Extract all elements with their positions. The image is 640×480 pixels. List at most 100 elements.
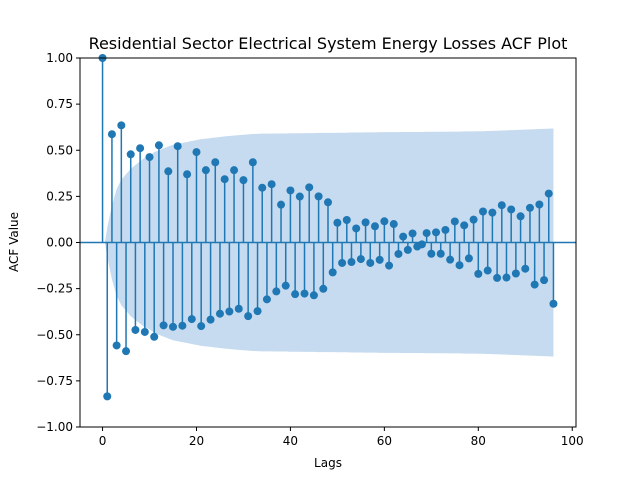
acf-marker <box>267 180 276 189</box>
acf-marker <box>441 225 450 234</box>
acf-marker <box>403 245 412 254</box>
acf-marker <box>483 266 492 275</box>
acf-marker <box>530 280 539 289</box>
acf-marker <box>535 200 544 209</box>
acf-marker <box>375 255 384 264</box>
acf-marker <box>140 327 149 336</box>
acf-marker <box>107 130 116 139</box>
acf-marker <box>389 220 398 229</box>
acf-marker <box>145 153 154 162</box>
acf-marker <box>117 121 126 130</box>
acf-marker <box>234 304 243 313</box>
acf-marker <box>215 309 224 318</box>
acf-marker <box>150 332 159 341</box>
acf-marker <box>361 218 370 227</box>
acf-marker <box>230 166 239 175</box>
y-tick-label: 0.25 <box>46 189 73 203</box>
acf-marker <box>521 264 530 273</box>
acf-marker <box>502 273 511 282</box>
acf-marker <box>220 175 229 184</box>
acf-marker <box>262 295 271 304</box>
acf-marker <box>305 183 314 192</box>
acf-marker <box>122 347 131 356</box>
acf-marker <box>192 148 201 157</box>
acf-marker <box>385 261 394 270</box>
acf-marker <box>272 287 281 296</box>
acf-marker <box>333 218 342 227</box>
acf-marker <box>370 222 379 231</box>
acf-marker <box>324 198 332 207</box>
x-axis-label: Lags <box>314 456 342 470</box>
y-tick-label: 0.75 <box>46 97 73 111</box>
acf-marker <box>136 144 145 153</box>
acf-marker <box>154 141 163 150</box>
acf-marker <box>356 255 365 264</box>
acf-marker <box>173 142 182 151</box>
plot-area <box>80 54 576 401</box>
acf-marker <box>248 158 257 167</box>
y-tick-label: −0.75 <box>36 374 73 388</box>
acf-marker <box>540 276 549 285</box>
acf-marker <box>164 167 173 176</box>
acf-marker <box>178 321 187 330</box>
acf-marker <box>474 269 483 278</box>
acf-marker <box>408 229 417 238</box>
acf-marker <box>342 215 351 224</box>
acf-marker <box>211 158 220 167</box>
acf-marker <box>432 228 441 237</box>
acf-marker <box>488 208 497 217</box>
acf-marker <box>206 315 215 324</box>
acf-marker <box>253 307 262 316</box>
acf-marker <box>511 269 520 278</box>
acf-marker <box>347 258 356 267</box>
y-tick-label: −0.25 <box>36 282 73 296</box>
acf-marker <box>380 217 389 226</box>
axes-layer: 0 20 40 60 80 100 −1.00 −0.75 −0.50 −0.25 0.00 0.25… <box>36 51 583 448</box>
acf-marker <box>525 203 534 212</box>
y-tick-label: 0.50 <box>46 143 73 157</box>
acf-marker <box>258 183 267 192</box>
acf-marker <box>277 200 286 209</box>
acf-marker <box>309 291 318 300</box>
acf-marker <box>187 315 196 324</box>
acf-marker <box>516 212 525 221</box>
chart-title: Residential Sector Electrical System Ene… <box>89 34 568 53</box>
acf-marker <box>131 325 140 334</box>
acf-marker <box>549 299 558 308</box>
y-tick-label: −1.00 <box>36 420 73 434</box>
x-tick-label: 60 <box>377 434 392 448</box>
x-tick-label: 100 <box>561 434 584 448</box>
acf-marker <box>169 322 177 331</box>
acf-marker <box>455 261 464 270</box>
acf-marker <box>464 254 473 263</box>
acf-marker <box>493 273 502 282</box>
acf-marker <box>446 255 455 264</box>
acf-marker <box>394 249 403 258</box>
acf-marker <box>417 240 426 249</box>
acf-marker <box>328 268 337 277</box>
acf-marker <box>244 312 253 321</box>
acf-marker <box>497 201 506 210</box>
acf-marker <box>544 189 553 198</box>
acf-marker <box>427 249 436 258</box>
x-tick-label: 80 <box>471 434 486 448</box>
acf-marker <box>103 392 112 401</box>
acf-marker <box>225 307 234 316</box>
acf-marker <box>469 215 478 224</box>
acf-marker <box>399 232 408 241</box>
acf-marker <box>366 258 375 267</box>
y-tick-label: −0.50 <box>36 328 73 342</box>
acf-marker <box>201 166 210 175</box>
acf-marker <box>300 289 309 298</box>
x-tick-label: 40 <box>283 434 298 448</box>
acf-marker <box>295 192 304 201</box>
acf-marker <box>286 186 295 195</box>
acf-marker <box>352 224 361 233</box>
y-tick-label: 0.00 <box>46 236 73 250</box>
acf-marker <box>460 221 469 230</box>
plot-content <box>80 58 576 397</box>
acf-marker <box>338 258 347 267</box>
acf-marker <box>314 192 323 201</box>
x-tick-label: 20 <box>189 434 204 448</box>
